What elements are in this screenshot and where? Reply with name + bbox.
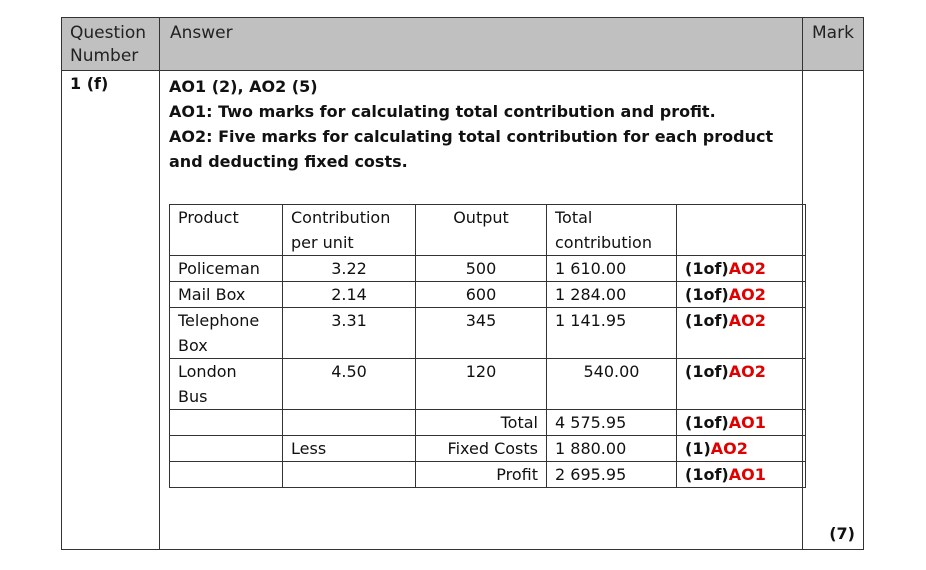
table-row: Telephone Box 3.31 345 1 141.95 (1of)AO2 — [169, 307, 806, 359]
header-mark-cell — [802, 18, 863, 70]
col-output: Output — [415, 204, 547, 256]
row-mark: (1of)AO1 — [676, 461, 806, 488]
col-contribution: Contribution per unit — [282, 204, 416, 256]
row-mark: (1of)AO1 — [676, 409, 806, 436]
ao1-guidance: AO1: Two marks for calculating total con… — [169, 102, 716, 121]
ao2-guidance: AO2: Five marks for calculating total co… — [169, 127, 774, 146]
header-question-cell — [62, 18, 159, 70]
row-mark: (1of)AO2 — [676, 307, 806, 359]
col-product: Product — [169, 204, 283, 256]
table-header-row: Product Contribution per unit Output Tota… — [169, 204, 806, 256]
row-mark: (1of)AO2 — [676, 255, 806, 282]
col-mark — [676, 204, 806, 256]
mark-scheme-table: Question Number Answer Mark 1 (f) AO1 (2… — [61, 17, 864, 550]
header-mark: Mark — [812, 23, 854, 43]
question-guidance: AO1 (2), AO2 (5) AO1: Two marks for calc… — [169, 74, 849, 174]
column-divider-1 — [159, 18, 160, 549]
header-divider — [62, 70, 863, 71]
table-row: Policeman 3.22 500 1 610.00 (1of)AO2 — [169, 255, 806, 282]
header-answer: Answer — [170, 23, 233, 43]
summary-row-profit: Profit 2 695.95 (1of)AO1 — [169, 461, 806, 488]
header-answer-cell — [159, 18, 802, 70]
table-row: Mail Box 2.14 600 1 284.00 (1of)AO2 — [169, 281, 806, 308]
header-question-number: Question Number — [70, 23, 147, 66]
table-row: London Bus 4.50 120 540.00 (1of)AO2 — [169, 358, 806, 410]
row-mark: (1)AO2 — [676, 435, 806, 462]
assessment-objectives: AO1 (2), AO2 (5) — [169, 77, 318, 96]
col-total: Total contribution — [546, 204, 677, 256]
question-number: 1 (f) — [70, 74, 109, 93]
total-mark: (7) — [829, 524, 855, 543]
calculation-table: Product Contribution per unit Output Tota… — [169, 204, 806, 488]
row-mark: (1of)AO2 — [676, 358, 806, 410]
ao2-guidance-cont: and deducting fixed costs. — [169, 152, 408, 171]
summary-row-fixed-costs: Less Fixed Costs 1 880.00 (1)AO2 — [169, 435, 806, 462]
row-mark: (1of)AO2 — [676, 281, 806, 308]
summary-row-total: Total 4 575.95 (1of)AO1 — [169, 409, 806, 436]
